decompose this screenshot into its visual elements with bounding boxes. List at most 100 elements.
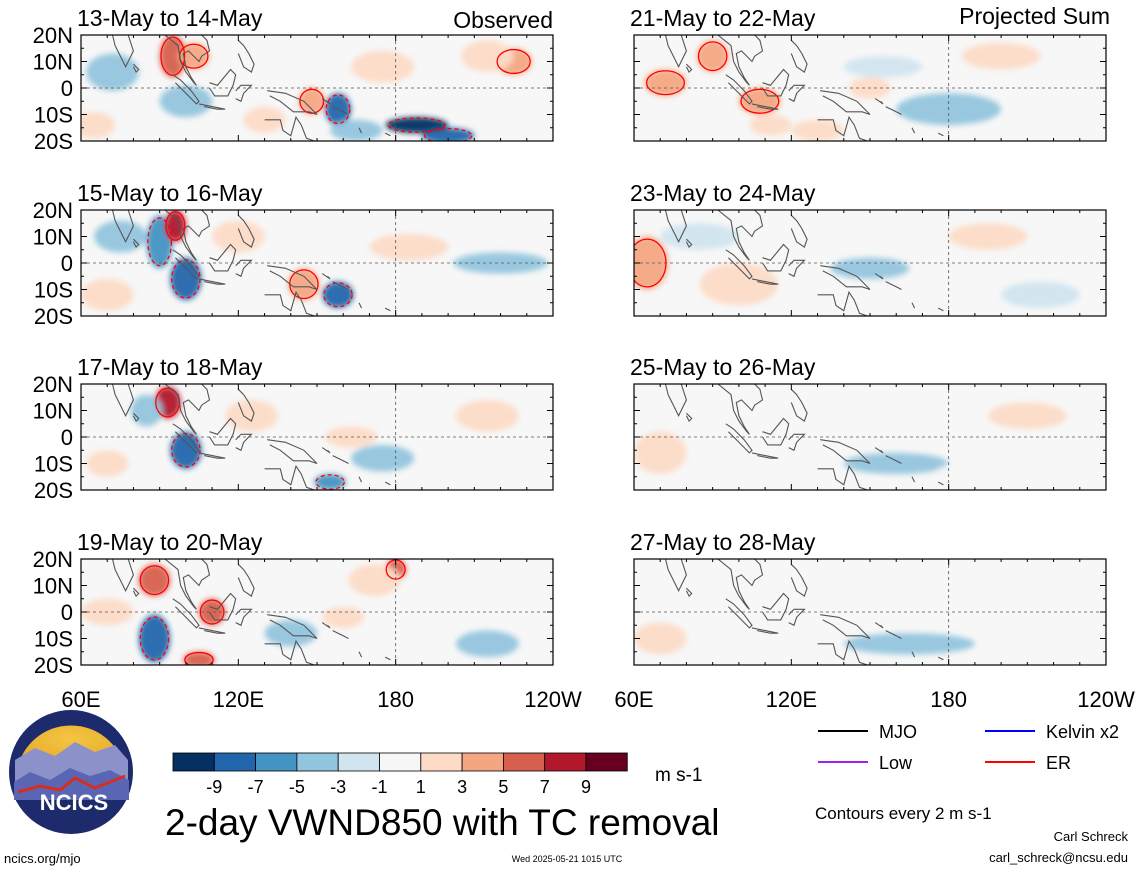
coastline [332, 630, 349, 639]
colorbar-swatch [337, 752, 380, 772]
panel-label: 25-May to 26-May [630, 354, 816, 380]
coastline [132, 412, 140, 423]
anomaly-blob [322, 606, 365, 628]
anomaly-blob [699, 263, 779, 306]
colorbar-tick: -1 [371, 777, 387, 797]
coastline [664, 35, 687, 69]
colorbar: -9 -7 -5 -3 -1 1 3 5 7 9 [172, 752, 628, 797]
coastline [911, 476, 916, 483]
colorbar-swatch [255, 752, 298, 772]
lon-tick-label: 120E [213, 687, 264, 712]
colorbar-tick: 9 [581, 777, 591, 797]
er-contour [740, 88, 780, 114]
anomaly-blob [138, 564, 171, 597]
coastline [384, 656, 391, 661]
coastline [751, 278, 779, 285]
anomaly-blob [935, 463, 988, 485]
coastline [209, 243, 237, 272]
coastline [384, 481, 391, 486]
coastline [885, 281, 902, 290]
author-email[interactable]: carl_schreck@ncsu.edu [989, 850, 1128, 865]
colorbar-swatch [585, 752, 628, 772]
colorbar-tick: -9 [206, 777, 222, 797]
coastline [237, 563, 255, 597]
coastline [874, 98, 884, 105]
er-contour [496, 48, 531, 75]
colorbar-tick: 3 [457, 777, 467, 797]
anomaly-blob [421, 127, 475, 141]
coastline [751, 452, 779, 459]
website-link[interactable]: ncics.org/mjo [4, 851, 81, 866]
coastline [332, 455, 349, 464]
anomaly-blob [1001, 281, 1080, 309]
panel-label: 15-May to 16-May [77, 180, 263, 206]
coastline [820, 265, 871, 291]
coastline [817, 639, 868, 665]
coastline [762, 592, 790, 621]
coastline [237, 388, 255, 422]
coastline [751, 627, 779, 634]
legend-label: MJO [879, 722, 917, 742]
projected-label: Projected Sum [959, 3, 1110, 29]
coastline [264, 464, 315, 490]
anomaly-blob [243, 106, 286, 134]
anomaly-blob [948, 223, 1028, 250]
anomaly-blob [183, 651, 215, 665]
coastline [267, 614, 318, 640]
figure-title: 2-day VWND850 with TC removal [165, 802, 720, 843]
coastline [725, 598, 753, 629]
coastline [209, 68, 237, 97]
coastline [717, 384, 764, 435]
anomaly-blob [288, 268, 320, 301]
colorbar-tick: 1 [416, 777, 426, 797]
coastline [164, 35, 211, 86]
lat-tick-label: 10N [33, 225, 73, 250]
coastline [172, 249, 200, 280]
coastline [264, 639, 315, 665]
anomaly-blob [843, 452, 949, 475]
coastline [874, 273, 884, 280]
units-label: m s-1 [655, 765, 703, 786]
panel: 25-May to 26-May [630, 354, 1107, 491]
er-contour [147, 217, 173, 267]
panel-label: 23-May to 24-May [630, 180, 816, 206]
coastline [172, 74, 200, 105]
coastline [332, 281, 349, 290]
colorbar-swatch [213, 752, 257, 772]
anomaly-blob [749, 114, 792, 136]
anomaly-blob [453, 252, 548, 274]
panel-label: 17-May to 18-May [77, 354, 263, 380]
coastline [937, 656, 944, 661]
coastline [790, 563, 808, 597]
coastline [321, 98, 331, 105]
anomaly-blob [974, 572, 1054, 599]
lat-tick-label: 10N [33, 574, 73, 599]
coastline [937, 132, 944, 137]
coastline [164, 210, 211, 261]
coastline [717, 35, 764, 86]
logo-text: NCICS [40, 790, 108, 815]
coastline [685, 412, 693, 423]
coastline [198, 278, 226, 285]
anomaly-blob [634, 622, 687, 655]
lon-tick-label: 180 [930, 687, 967, 712]
anomaly-blob [988, 402, 1067, 430]
anomaly-blob [170, 431, 202, 469]
anomaly-blob [170, 257, 202, 301]
coastline [358, 302, 363, 309]
coastline [172, 598, 200, 629]
anomaly-blob [159, 85, 213, 118]
coastline [132, 238, 140, 249]
coastline [788, 608, 806, 627]
coastline [685, 238, 693, 249]
lon-tick-label: 120E [766, 687, 817, 712]
coastline [725, 423, 753, 454]
coastline [788, 259, 806, 278]
coastline [874, 622, 884, 629]
coastline [111, 210, 134, 244]
coastline [237, 39, 255, 73]
